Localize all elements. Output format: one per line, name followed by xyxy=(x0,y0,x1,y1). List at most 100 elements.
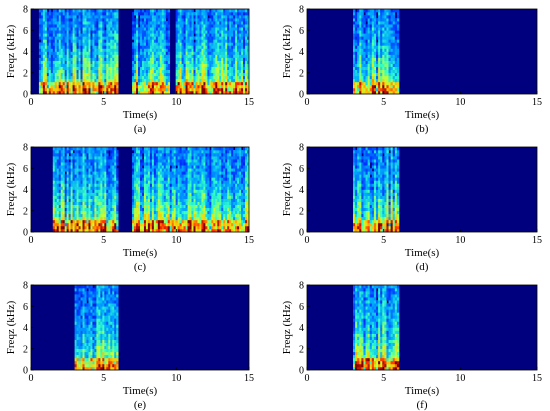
spectrogram-cell xyxy=(241,15,244,19)
spectrogram-cell xyxy=(147,18,151,22)
spectrogram-cell xyxy=(116,27,119,31)
spectrogram-cell xyxy=(229,27,232,31)
spectrogram-cell xyxy=(183,81,186,86)
spectrogram-cell xyxy=(134,201,137,205)
spectrogram-cell xyxy=(100,33,103,37)
spectrogram-cell xyxy=(56,42,60,46)
spectrogram-cell xyxy=(80,36,83,40)
spectrogram-cell xyxy=(197,48,200,52)
spectrogram-cell xyxy=(155,54,159,58)
spectrogram-cell xyxy=(215,33,218,37)
spectrogram-cell xyxy=(155,9,159,13)
spectrogram-cell xyxy=(225,90,228,95)
spectrogram-cell xyxy=(149,18,153,22)
spectrogram-cell xyxy=(145,27,149,31)
spectrogram-cell xyxy=(44,72,48,77)
spectrogram-cell xyxy=(177,225,180,230)
spectrogram-cell xyxy=(167,213,171,218)
spectrogram-cell xyxy=(353,51,356,55)
spectrogram-cell xyxy=(94,69,97,74)
spectrogram-cell xyxy=(215,81,218,86)
spectrogram-cell xyxy=(136,150,139,154)
spectrogram-cell xyxy=(151,21,155,25)
spectrogram-cell xyxy=(138,27,141,31)
spectrogram-cell xyxy=(353,36,356,40)
spectrogram-cell xyxy=(104,150,107,154)
spectrogram-cell xyxy=(46,21,50,25)
spectrogram-cell xyxy=(70,180,73,184)
spectrogram-cell xyxy=(392,54,396,58)
spectrogram-cell xyxy=(187,9,190,13)
spectrogram-cell xyxy=(78,201,81,205)
spectrogram-cell xyxy=(241,87,244,92)
spectrogram-cell xyxy=(357,72,360,77)
spectrogram-cell xyxy=(46,69,50,74)
spectrogram-cell xyxy=(141,186,145,190)
spectrogram-cell xyxy=(171,171,174,175)
spectrogram-cell xyxy=(72,147,75,151)
spectrogram-cell xyxy=(229,69,232,74)
spectrogram-cell xyxy=(380,51,383,55)
spectrogram-cell xyxy=(159,177,163,181)
spectrogram-cell xyxy=(138,48,141,52)
spectrogram-cell xyxy=(94,24,97,28)
spectrogram-cell xyxy=(161,228,165,233)
spectrogram-cell xyxy=(396,42,400,46)
spectrogram-cell xyxy=(396,87,400,92)
spectrogram-cell xyxy=(215,24,218,28)
spectrogram-cell xyxy=(179,9,182,13)
spectrogram-cell xyxy=(219,21,222,25)
spectrogram-cell xyxy=(201,57,204,61)
spectrogram-cell xyxy=(136,39,139,43)
spectrogram-cell xyxy=(185,33,188,37)
spectrogram-cell xyxy=(245,27,248,31)
spectrogram-cell xyxy=(217,78,220,83)
spectrogram-cell xyxy=(247,15,250,19)
spectrogram-cell xyxy=(38,87,42,92)
spectrogram-cell xyxy=(153,57,157,61)
spectrogram-cell xyxy=(175,216,178,221)
spectrogram-cell xyxy=(149,54,153,58)
spectrogram-cell xyxy=(60,48,64,52)
spectrogram-cell xyxy=(60,189,64,193)
spectrogram-cell xyxy=(239,24,242,28)
spectrogram-cell xyxy=(54,9,58,13)
spectrogram-cell xyxy=(62,222,65,227)
spectrogram-cell xyxy=(207,81,210,86)
spectrogram-cell xyxy=(78,216,81,221)
spectrogram-cell xyxy=(106,48,109,52)
spectrogram-cell xyxy=(243,27,246,31)
spectrogram-cell xyxy=(76,33,79,37)
spectrogram-cell xyxy=(155,219,159,224)
spectrogram-cell xyxy=(56,204,60,209)
spectrogram-cell xyxy=(369,81,373,86)
spectrogram-cell xyxy=(376,81,379,86)
spectrogram-cell xyxy=(359,87,362,92)
spectrogram-cell xyxy=(82,9,85,13)
spectrogram-cell xyxy=(363,57,366,61)
spectrogram-cell xyxy=(163,174,167,178)
spectrogram-cell xyxy=(163,78,167,83)
spectrogram-cell xyxy=(138,225,141,230)
spectrogram-cell xyxy=(72,57,75,61)
spectrogram-cell xyxy=(161,195,165,199)
spectrogram-cell xyxy=(136,201,139,205)
spectrogram-cell xyxy=(169,150,173,154)
spectrogram-cell xyxy=(52,153,56,157)
spectrogram-cell xyxy=(355,42,358,46)
spectrogram-cell xyxy=(147,75,151,80)
spectrogram-cell xyxy=(116,45,119,49)
spectrogram-cell xyxy=(183,174,186,178)
spectrogram-cell xyxy=(110,159,113,163)
spectrogram-cell xyxy=(116,51,119,55)
spectrogram-cell xyxy=(140,60,143,64)
spectrogram-cell xyxy=(70,51,73,55)
spectrogram-cell xyxy=(149,9,153,13)
spectrogram-cell xyxy=(169,213,173,218)
spectrogram-cell xyxy=(138,84,141,89)
spectrogram-cell xyxy=(56,165,60,169)
spectrogram-cell xyxy=(80,45,83,49)
spectrogram-cell xyxy=(98,39,101,43)
spectrogram-cell xyxy=(132,168,135,172)
spectrogram-cell xyxy=(392,75,396,80)
